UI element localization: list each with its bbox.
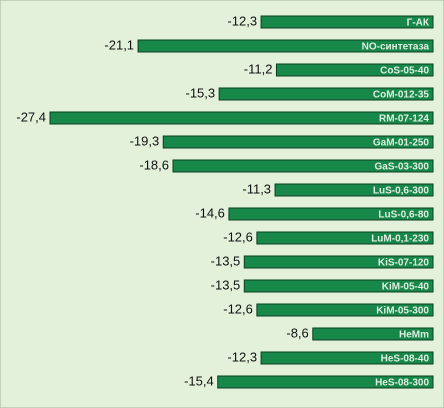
bar-label: HeS-08-300: [375, 378, 429, 389]
value-label: -21,1: [104, 37, 134, 52]
bar: [312, 327, 434, 341]
value-label: -12,3: [227, 13, 257, 28]
bar: [260, 351, 434, 365]
bar-label: CoM-012-35: [373, 90, 430, 101]
value-label: -12,6: [223, 229, 253, 244]
bar-label: LuS-0,6-300: [373, 186, 430, 197]
bar-label: HeMm: [399, 330, 429, 341]
value-label: -15,4: [184, 373, 214, 388]
value-label: -19,3: [130, 133, 160, 148]
bar-label: GaM-01-250: [373, 138, 430, 149]
bar: [256, 231, 434, 245]
bar: [172, 159, 434, 173]
bar: [260, 15, 434, 29]
value-label: -11,3: [242, 181, 271, 196]
bar: [275, 63, 434, 77]
bar-label: LuM-0,1-230: [371, 234, 429, 245]
bar-label: NO-синтетаза: [362, 42, 430, 53]
bar: [137, 39, 434, 53]
bar: [243, 279, 434, 293]
bar: [274, 183, 434, 197]
value-label: -11,2: [244, 61, 273, 76]
value-label: -12,3: [227, 349, 257, 364]
value-label: -13,5: [211, 277, 241, 292]
value-label: -15,3: [185, 85, 215, 100]
bar-label: KiM-05-300: [376, 306, 429, 317]
bar-label: KiS-07-120: [378, 258, 430, 269]
bar-label: CoS-05-40: [380, 66, 429, 77]
bar-label: GaS-03-300: [375, 162, 430, 173]
value-label: -18,6: [139, 157, 169, 172]
bar: [256, 303, 434, 317]
bar: [217, 375, 434, 389]
bar: [228, 207, 434, 221]
value-label: -8,6: [286, 325, 308, 340]
bar-label: LuS-0,6-80: [378, 210, 429, 221]
bar-label: HeS-08-40: [381, 354, 430, 365]
bar-label: KiM-05-40: [382, 282, 430, 293]
bar: [218, 87, 434, 101]
value-label: -12,6: [223, 301, 253, 316]
value-label: -14,6: [195, 205, 225, 220]
bar: [49, 111, 434, 125]
bar: [243, 255, 434, 269]
value-label: -27,4: [16, 109, 46, 124]
value-label: -13,5: [211, 253, 241, 268]
bar-label: Г-АК: [407, 18, 430, 29]
bar: [162, 135, 434, 149]
bar-label: RM-07-124: [379, 114, 429, 125]
